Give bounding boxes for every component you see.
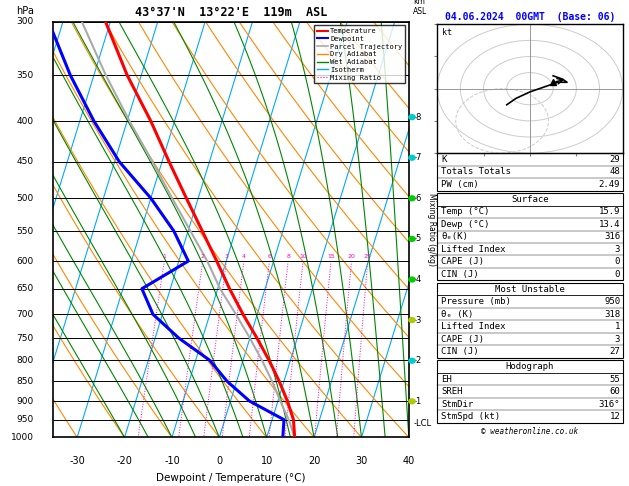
Text: 0: 0 [216, 456, 223, 466]
Text: EH: EH [441, 375, 452, 383]
Text: -2: -2 [413, 356, 421, 365]
Text: 450: 450 [17, 157, 34, 166]
Text: 950: 950 [17, 415, 34, 424]
Text: -5: -5 [413, 234, 421, 243]
Legend: Temperature, Dewpoint, Parcel Trajectory, Dry Adiabat, Wet Adiabat, Isotherm, Mi: Temperature, Dewpoint, Parcel Trajectory… [314, 25, 405, 83]
Text: 700: 700 [17, 310, 34, 319]
Text: 25: 25 [364, 255, 372, 260]
Text: CAPE (J): CAPE (J) [441, 335, 484, 344]
Text: θₑ (K): θₑ (K) [441, 310, 473, 319]
Text: SREH: SREH [441, 387, 462, 396]
Text: 15: 15 [327, 255, 335, 260]
Text: 950: 950 [604, 297, 620, 306]
Text: -LCL: -LCL [413, 419, 431, 428]
Text: -7: -7 [413, 153, 421, 162]
Text: 1: 1 [615, 322, 620, 331]
Text: 400: 400 [17, 117, 34, 126]
Text: km
ASL: km ASL [413, 0, 427, 16]
Text: CIN (J): CIN (J) [441, 347, 479, 356]
Text: © weatheronline.co.uk: © weatheronline.co.uk [481, 427, 579, 436]
Text: 550: 550 [17, 226, 34, 236]
Text: 600: 600 [17, 257, 34, 265]
Text: 60: 60 [610, 387, 620, 396]
Text: -30: -30 [69, 456, 85, 466]
Text: 27: 27 [610, 347, 620, 356]
Text: StmSpd (kt): StmSpd (kt) [441, 412, 500, 421]
Text: Totals Totals: Totals Totals [441, 167, 511, 176]
Text: hPa: hPa [16, 6, 34, 17]
Text: Most Unstable: Most Unstable [495, 285, 565, 294]
Text: 500: 500 [17, 194, 34, 203]
Text: θₑ(K): θₑ(K) [441, 232, 468, 241]
Text: -4: -4 [413, 275, 421, 284]
Text: -1: -1 [413, 397, 421, 406]
Text: 300: 300 [17, 17, 34, 26]
Title: 43°37'N  13°22'E  119m  ASL: 43°37'N 13°22'E 119m ASL [135, 6, 327, 19]
Text: 650: 650 [17, 284, 34, 293]
Text: -8: -8 [413, 113, 421, 122]
Text: kt: kt [442, 28, 452, 36]
Text: 0: 0 [615, 257, 620, 266]
Text: Hodograph: Hodograph [506, 362, 554, 371]
Text: 6: 6 [267, 255, 271, 260]
Text: -10: -10 [164, 456, 180, 466]
Text: 316°: 316° [599, 399, 620, 409]
Text: 55: 55 [610, 375, 620, 383]
Text: 15.9: 15.9 [599, 207, 620, 216]
Text: 750: 750 [17, 333, 34, 343]
Text: 900: 900 [17, 397, 34, 405]
Text: 2.49: 2.49 [599, 180, 620, 189]
Text: 20: 20 [348, 255, 355, 260]
Text: 2: 2 [201, 255, 204, 260]
Text: 20: 20 [308, 456, 320, 466]
Text: 4: 4 [242, 255, 246, 260]
Text: 3: 3 [225, 255, 228, 260]
Text: K: K [441, 155, 447, 164]
Text: 13.4: 13.4 [599, 220, 620, 229]
Text: Lifted Index: Lifted Index [441, 322, 506, 331]
Text: CAPE (J): CAPE (J) [441, 257, 484, 266]
Text: 10: 10 [299, 255, 307, 260]
Text: 3: 3 [615, 335, 620, 344]
Text: 350: 350 [17, 70, 34, 80]
Text: 1000: 1000 [11, 433, 34, 442]
Text: StmDir: StmDir [441, 399, 473, 409]
Text: Dewpoint / Temperature (°C): Dewpoint / Temperature (°C) [157, 473, 306, 483]
Text: 29: 29 [610, 155, 620, 164]
Text: CIN (J): CIN (J) [441, 270, 479, 279]
Text: -3: -3 [413, 315, 421, 325]
Text: 800: 800 [17, 356, 34, 365]
Text: 1: 1 [162, 255, 166, 260]
Text: Surface: Surface [511, 195, 548, 204]
Text: 48: 48 [610, 167, 620, 176]
Text: Temp (°C): Temp (°C) [441, 207, 489, 216]
Text: 3: 3 [615, 245, 620, 254]
Text: 318: 318 [604, 310, 620, 319]
Text: 316: 316 [604, 232, 620, 241]
Text: Dewp (°C): Dewp (°C) [441, 220, 489, 229]
Text: 04.06.2024  00GMT  (Base: 06): 04.06.2024 00GMT (Base: 06) [445, 12, 615, 22]
Text: Mixing Ratio (g/kg): Mixing Ratio (g/kg) [428, 193, 437, 266]
Text: Lifted Index: Lifted Index [441, 245, 506, 254]
Text: -6: -6 [413, 194, 421, 203]
Text: -20: -20 [116, 456, 133, 466]
Text: 12: 12 [610, 412, 620, 421]
Text: 10: 10 [260, 456, 273, 466]
Text: PW (cm): PW (cm) [441, 180, 479, 189]
Text: 40: 40 [403, 456, 415, 466]
Text: 30: 30 [355, 456, 367, 466]
Text: 8: 8 [286, 255, 290, 260]
Text: Pressure (mb): Pressure (mb) [441, 297, 511, 306]
Text: 0: 0 [615, 270, 620, 279]
Text: 850: 850 [17, 377, 34, 386]
